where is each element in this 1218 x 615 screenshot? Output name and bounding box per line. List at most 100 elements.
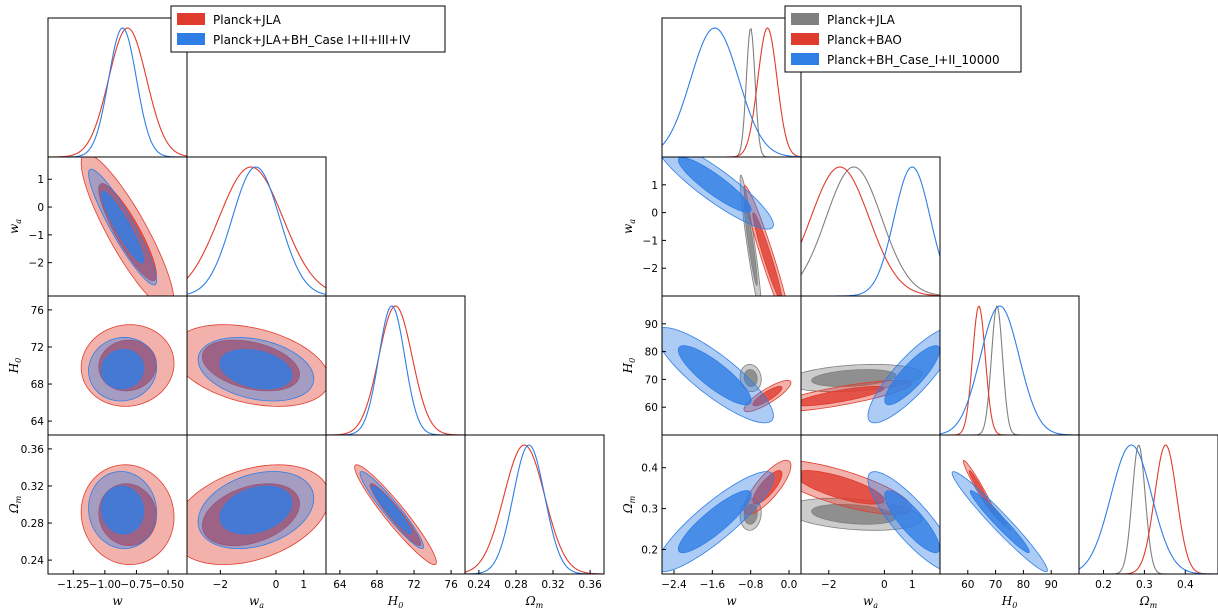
- legend-label: Planck+JLA: [827, 13, 896, 27]
- x-tick-label: 70: [989, 579, 1002, 591]
- panel-frame: [939, 434, 1080, 575]
- panel-frame: [47, 17, 188, 158]
- x-tick-label: 90: [1045, 579, 1058, 591]
- x-axis-label: w: [112, 594, 123, 608]
- y-axis-label: H0: [7, 358, 23, 375]
- contour-1sigma: [752, 385, 783, 407]
- contour-group: [80, 157, 175, 296]
- y-tick-label: 90: [645, 319, 658, 331]
- x-tick-label: 0.0: [781, 579, 798, 591]
- panel-frame: [800, 156, 941, 297]
- contour-1sigma: [101, 190, 145, 264]
- marginal-H0: [939, 295, 1080, 436]
- panel-wa-H0: [186, 295, 327, 436]
- contour-group: [951, 459, 1048, 573]
- x-tick-label: −0.8: [738, 579, 764, 591]
- x-tick-label: 76: [444, 579, 458, 591]
- contour-group: [662, 459, 792, 573]
- y-tick-label: 70: [645, 374, 658, 386]
- x-tick-label: 1: [300, 579, 307, 591]
- x-axis-label: wa: [249, 594, 264, 610]
- contour-1sigma: [884, 490, 940, 554]
- panel-wa-H0: [800, 295, 941, 436]
- legend-swatch: [177, 33, 205, 45]
- contour-1sigma: [801, 385, 885, 407]
- panel-frame: [939, 295, 1080, 436]
- marginal-line: [464, 444, 605, 575]
- x-tick-label: −1.25: [57, 579, 89, 591]
- x-axis-label: H0: [1001, 594, 1018, 610]
- marginal-w: [661, 17, 802, 158]
- panel-wa-Om: [186, 434, 327, 575]
- marginal-wa: [186, 156, 327, 297]
- x-tick-label: 1: [909, 579, 916, 591]
- contour-group: [354, 464, 437, 566]
- marginal-w: [47, 17, 188, 158]
- y-tick-label: 0: [651, 208, 658, 220]
- legend-label: Planck+BH_Case_I+II_10000: [827, 53, 1000, 67]
- contour-1sigma: [219, 485, 293, 535]
- y-axis-label: H0: [621, 358, 637, 375]
- panel-frame: [1078, 434, 1218, 575]
- marginal-Om: [1078, 434, 1218, 575]
- y-axis-label: wa: [7, 219, 23, 234]
- marginal-line: [800, 166, 941, 296]
- marginal-line: [48, 27, 188, 158]
- x-tick-label: 0: [881, 579, 888, 591]
- legend-label: Planck+BAO: [827, 33, 902, 47]
- panel-w-wa: [661, 156, 802, 297]
- contour-group: [80, 324, 175, 407]
- panel-frame: [325, 295, 466, 436]
- y-axis-label: wa: [621, 219, 637, 234]
- y-tick-label: 80: [645, 347, 658, 359]
- triangle-plot-2: −2.4 −1.6 −0.8 0.0 w −2 0 1 wa 60 70 80 90 H0 0.2 0.3 0.…: [621, 5, 1218, 610]
- contour-group: [187, 324, 326, 407]
- y-tick-label: 0.2: [641, 544, 658, 556]
- x-tick-label: 72: [407, 579, 420, 591]
- marginal-line: [48, 27, 187, 158]
- marginal-line: [940, 304, 1079, 436]
- contour-group: [80, 464, 175, 566]
- panel-frame: [661, 17, 802, 158]
- marginal-line: [1078, 444, 1218, 575]
- y-tick-label: 76: [31, 305, 45, 317]
- x-tick-label: 0.28: [504, 579, 527, 591]
- panel-w-Om: [661, 434, 802, 575]
- panel-w-H0: [661, 295, 802, 436]
- panel-H0-Om: [325, 434, 466, 575]
- x-axis-label: H0: [387, 594, 404, 610]
- panel-w-H0: [47, 295, 188, 436]
- marginal-line: [662, 28, 801, 158]
- y-axis-label: Ωm: [7, 495, 23, 514]
- legend-swatch: [791, 53, 819, 65]
- y-tick-label: 0.24: [21, 555, 45, 567]
- contour-1sigma: [677, 490, 752, 554]
- x-tick-label: −1.6: [700, 579, 726, 591]
- marginal-line: [662, 27, 802, 158]
- contour-group: [801, 329, 940, 424]
- contour-1sigma: [801, 470, 885, 505]
- legend-swatch: [791, 33, 819, 45]
- x-axis-label: wa: [863, 594, 878, 610]
- x-axis-label: Ωm: [525, 594, 544, 610]
- x-tick-label: −2.4: [661, 579, 687, 591]
- legend: Planck+JLA Planck+BAO Planck+BH_Case_I+II_…: [784, 5, 1022, 73]
- panel-H0-Om: [939, 434, 1080, 575]
- panel-w-wa: [47, 156, 188, 297]
- x-tick-label: −2: [821, 579, 836, 591]
- x-tick-label: −0.50: [152, 579, 184, 591]
- marginal-line: [661, 27, 802, 158]
- contour-1sigma: [219, 349, 293, 390]
- y-tick-label: 0.4: [641, 463, 658, 475]
- contour-1sigma: [371, 485, 412, 535]
- contour-group: [662, 327, 792, 424]
- y-tick-label: 1: [651, 180, 658, 192]
- marginal-line: [1079, 444, 1218, 575]
- y-tick-label: −1: [29, 230, 44, 242]
- x-tick-label: 0: [273, 579, 280, 591]
- contour-1sigma: [743, 369, 758, 387]
- y-tick-label: −2: [643, 263, 658, 275]
- marginal-line: [186, 166, 327, 295]
- y-tick-label: 0.28: [21, 518, 44, 530]
